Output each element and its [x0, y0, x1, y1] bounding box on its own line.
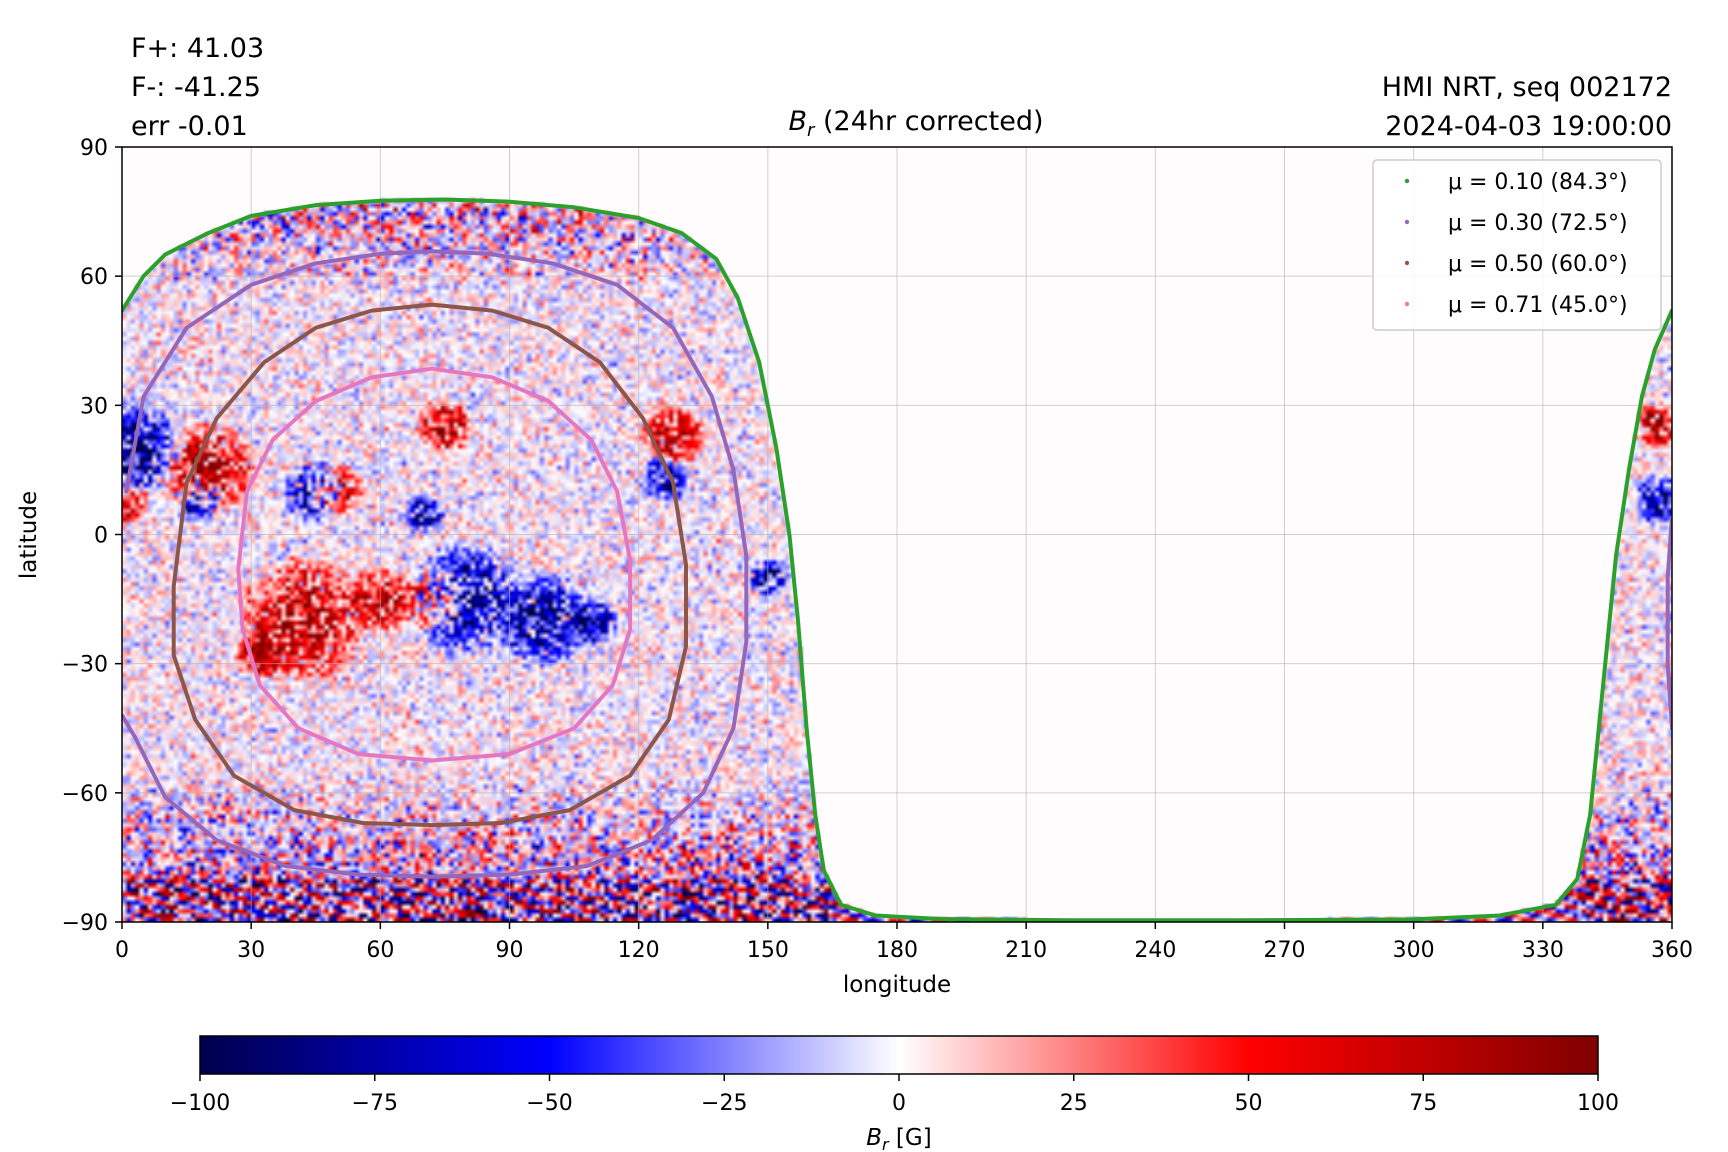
x-tick-label: 270	[1264, 938, 1306, 963]
flux-negative-label: F-: -41.25	[131, 72, 261, 103]
colorbar-label-sub: r	[882, 1135, 890, 1152]
colorbar-tick-label: 0	[892, 1091, 906, 1116]
chart-title-sub: r	[807, 120, 816, 141]
colorbar-label-main: B	[866, 1125, 882, 1151]
x-tick-label: 330	[1522, 938, 1564, 963]
contour-mu_0-50	[171, 302, 688, 828]
x-tick-label: 360	[1651, 938, 1693, 963]
colorbar-ticks: −100 −75 −50 −25 0 25 50 75 100	[170, 1074, 1619, 1116]
contour-mu_0-10	[122, 197, 1672, 922]
x-tick-label: 30	[237, 938, 265, 963]
colorbar-tick-label: 75	[1409, 1091, 1437, 1116]
x-tick-label: 180	[876, 938, 918, 963]
x-tick-label: 0	[115, 938, 129, 963]
colorbar-tick-label: 100	[1577, 1091, 1619, 1116]
colorbar-tick-label: 25	[1060, 1091, 1088, 1116]
axis-ticks: 0 30 60 90 120 150 180 210 240 270 300 330 360−90−60…	[62, 136, 1693, 963]
y-tick-label: 90	[80, 136, 108, 161]
data-source-label: HMI NRT, seq 002172	[1382, 72, 1672, 103]
legend: μ = 0.10 (84.3°) μ = 0.30 (72.5°) μ = 0.50…	[1372, 159, 1662, 331]
colorbar-tick-label: −75	[352, 1091, 398, 1116]
x-tick-label: 120	[618, 938, 660, 963]
legend-frame	[1372, 159, 1662, 331]
x-tick-label: 150	[747, 938, 789, 963]
x-tick-label: 90	[496, 938, 524, 963]
flux-positive-label: F+: 41.03	[131, 33, 264, 64]
colorbar-tick-label: −25	[701, 1091, 747, 1116]
legend-label: μ = 0.71 (45.0°)	[1448, 293, 1628, 318]
chart-title-main: B	[788, 106, 807, 137]
y-axis-label: latitude	[16, 491, 42, 579]
chart-title-rest: (24hr corrected)	[814, 106, 1043, 137]
colorbar-tick-label: −50	[526, 1091, 572, 1116]
colorbar-tick-label: 50	[1235, 1091, 1263, 1116]
colorbar	[199, 1035, 1599, 1075]
flux-error-label: err -0.01	[131, 111, 248, 142]
y-tick-label: 0	[94, 524, 108, 549]
colorbar-label-rest: [G]	[889, 1125, 932, 1151]
y-tick-label: −60	[62, 782, 108, 807]
x-axis-label: longitude	[843, 972, 951, 998]
legend-label: μ = 0.50 (60.0°)	[1448, 252, 1628, 277]
legend-marker	[1404, 260, 1410, 266]
timestamp-label: 2024-04-03 19:00:00	[1385, 111, 1672, 142]
legend-marker	[1404, 219, 1410, 225]
legend-label: μ = 0.10 (84.3°)	[1448, 170, 1628, 195]
y-tick-label: −30	[62, 653, 108, 678]
chart-title: Br (24hr corrected)	[788, 106, 1043, 141]
colorbar-label: Br [G]	[866, 1125, 931, 1152]
legend-marker	[1404, 301, 1410, 307]
contour-mu_0-30	[122, 249, 749, 879]
legend-label: μ = 0.30 (72.5°)	[1448, 211, 1628, 236]
mu-contours	[122, 197, 1672, 922]
y-tick-label: 30	[80, 394, 108, 419]
contour-mu_0-30	[1665, 515, 1672, 731]
grid-lines	[122, 147, 1672, 922]
x-tick-label: 240	[1134, 938, 1176, 963]
x-tick-label: 60	[366, 938, 394, 963]
x-tick-label: 210	[1005, 938, 1047, 963]
legend-marker	[1404, 178, 1410, 184]
contour-mu_0-71	[236, 366, 633, 763]
x-tick-label: 300	[1393, 938, 1435, 963]
y-tick-label: −90	[62, 911, 108, 936]
colorbar-tick-label: −100	[170, 1091, 230, 1116]
y-tick-label: 60	[80, 265, 108, 290]
